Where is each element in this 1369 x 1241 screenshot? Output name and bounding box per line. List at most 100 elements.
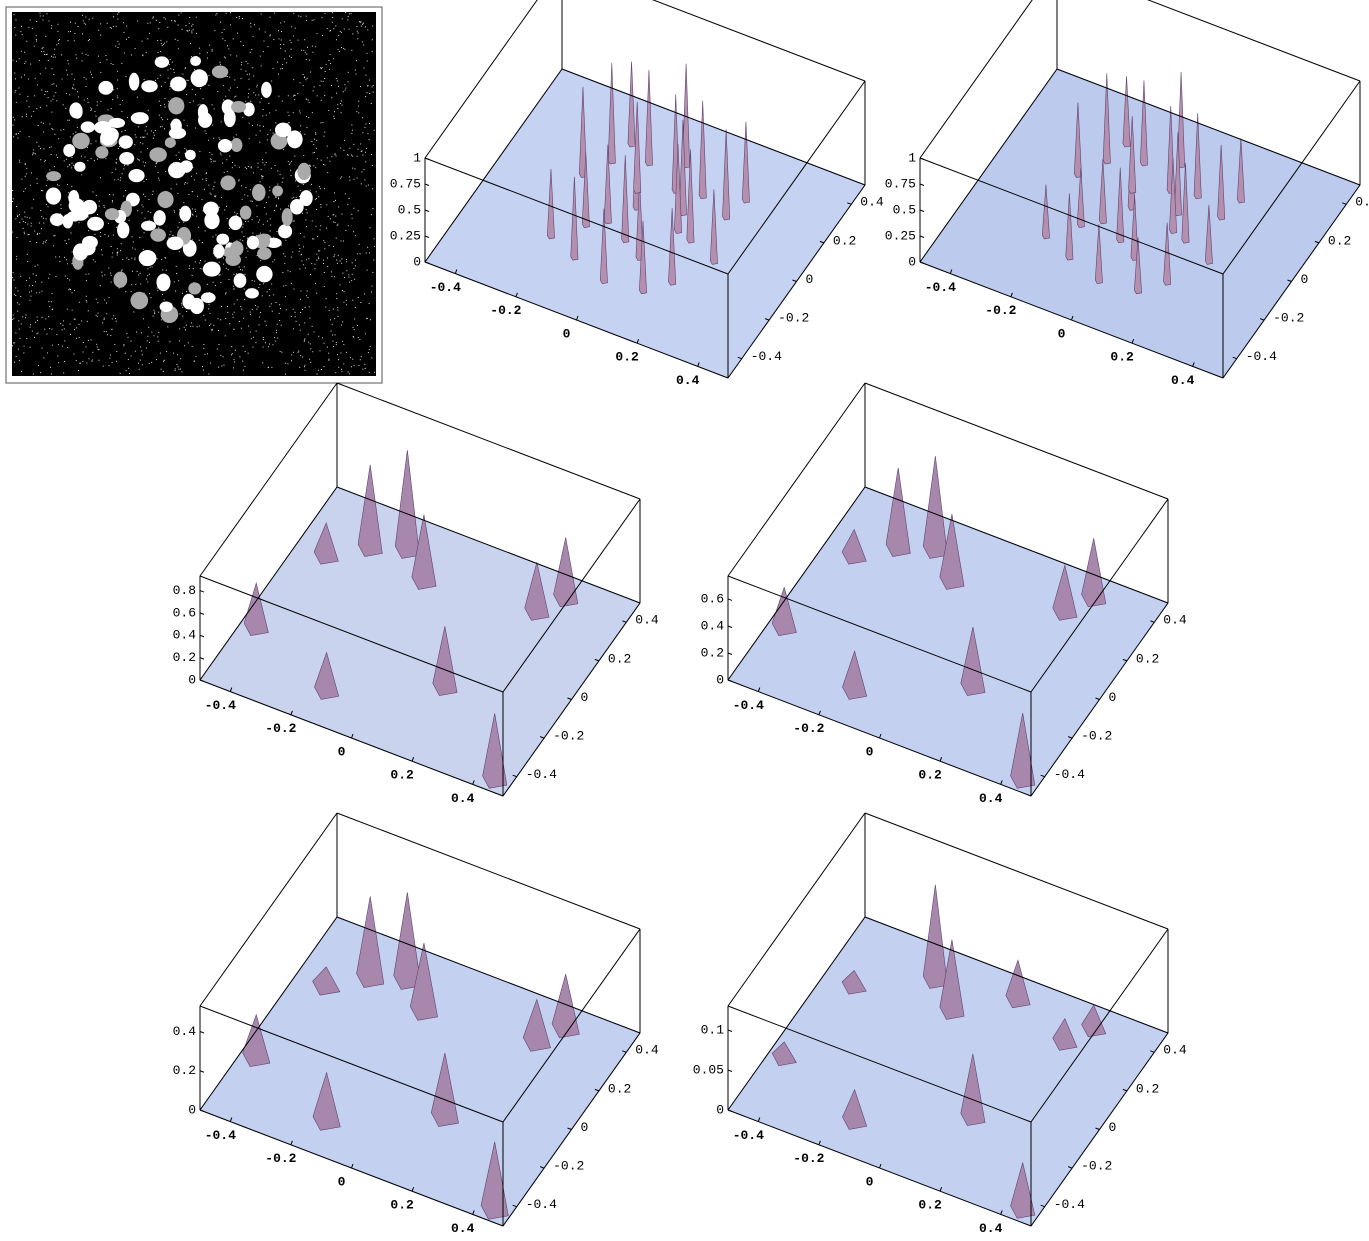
noise-speck: [203, 344, 204, 345]
noise-speck: [68, 289, 69, 290]
noise-speck: [227, 312, 228, 313]
noise-speck: [294, 99, 295, 100]
noise-speck: [213, 138, 214, 139]
noise-speck: [283, 44, 284, 45]
noise-speck: [96, 299, 97, 300]
noise-speck: [41, 89, 42, 90]
noise-speck: [40, 210, 41, 211]
noise-speck: [152, 194, 153, 195]
noise-speck: [256, 86, 257, 87]
noise-speck: [141, 350, 142, 351]
noise-speck: [54, 49, 55, 50]
noise-speck: [275, 341, 276, 342]
noise-speck: [347, 154, 348, 155]
noise-speck: [223, 264, 224, 265]
y-tick-label: 0.4: [1355, 195, 1369, 210]
noise-speck: [64, 160, 65, 161]
noise-speck: [15, 78, 16, 79]
noise-speck: [204, 130, 205, 131]
noise-speck: [112, 201, 113, 202]
noise-speck: [324, 95, 325, 96]
image-blob: [272, 185, 283, 196]
noise-speck: [310, 343, 311, 344]
noise-speck: [32, 331, 33, 332]
noise-speck: [264, 207, 265, 208]
noise-speck: [29, 300, 30, 301]
noise-speck: [336, 259, 337, 260]
noise-speck: [13, 343, 14, 344]
noise-speck: [41, 190, 42, 191]
y-tick-label: -0.2: [553, 729, 584, 744]
noise-speck: [87, 98, 88, 99]
noise-speck: [349, 176, 350, 177]
noise-speck: [91, 158, 92, 159]
noise-speck: [14, 280, 15, 281]
noise-speck: [24, 75, 25, 76]
noise-speck: [280, 209, 281, 210]
noise-speck: [229, 228, 230, 229]
noise-speck: [261, 13, 262, 14]
z-tick: [920, 210, 924, 212]
z-tick: [425, 184, 429, 186]
noise-speck: [273, 68, 274, 69]
noise-speck: [12, 232, 13, 233]
noise-speck: [257, 167, 258, 168]
noise-speck: [213, 325, 214, 326]
noise-speck: [86, 362, 87, 363]
noise-speck: [250, 189, 251, 190]
noise-speck: [364, 293, 365, 294]
noise-speck: [195, 127, 196, 128]
noise-speck: [289, 164, 290, 165]
noise-speck: [340, 352, 341, 353]
noise-speck: [258, 94, 259, 95]
noise-speck: [248, 221, 249, 222]
noise-speck: [179, 209, 180, 210]
noise-speck: [263, 337, 264, 338]
noise-speck: [63, 129, 64, 130]
noise-speck: [365, 152, 366, 153]
noise-speck: [19, 58, 20, 59]
noise-speck: [42, 48, 43, 49]
noise-speck: [365, 368, 366, 369]
noise-speck: [177, 227, 178, 228]
noise-speck: [275, 196, 276, 197]
noise-speck: [327, 347, 328, 348]
noise-speck: [131, 291, 132, 292]
noise-speck: [159, 180, 160, 181]
noise-speck: [301, 50, 302, 51]
noise-speck: [351, 214, 352, 215]
noise-speck: [369, 139, 370, 140]
noise-speck: [179, 340, 180, 341]
noise-speck: [185, 68, 186, 69]
noise-speck: [196, 216, 197, 217]
noise-speck: [77, 127, 78, 128]
noise-speck: [338, 206, 339, 207]
image-blob: [261, 82, 272, 98]
noise-speck: [370, 319, 371, 320]
noise-speck: [226, 206, 227, 207]
noise-speck: [237, 87, 238, 88]
noise-speck: [38, 365, 39, 366]
noise-speck: [348, 72, 349, 73]
noise-speck: [142, 41, 143, 42]
noise-speck: [346, 261, 347, 262]
noise-speck: [252, 67, 253, 68]
noise-speck: [222, 163, 223, 164]
noise-speck: [176, 273, 177, 274]
noise-speck: [100, 23, 101, 24]
noise-speck: [46, 204, 47, 205]
noise-speck: [208, 308, 209, 309]
noise-speck: [249, 74, 250, 75]
noise-speck: [239, 167, 240, 168]
noise-speck: [366, 148, 367, 149]
noise-speck: [358, 297, 359, 298]
noise-speck: [57, 184, 58, 185]
noise-speck: [111, 63, 112, 64]
noise-speck: [30, 347, 31, 348]
noise-speck: [320, 67, 321, 68]
noise-speck: [19, 94, 20, 95]
noise-speck: [331, 85, 332, 86]
x-tick-label: 0: [866, 1174, 874, 1189]
noise-speck: [117, 255, 118, 256]
noise-speck: [137, 210, 138, 211]
